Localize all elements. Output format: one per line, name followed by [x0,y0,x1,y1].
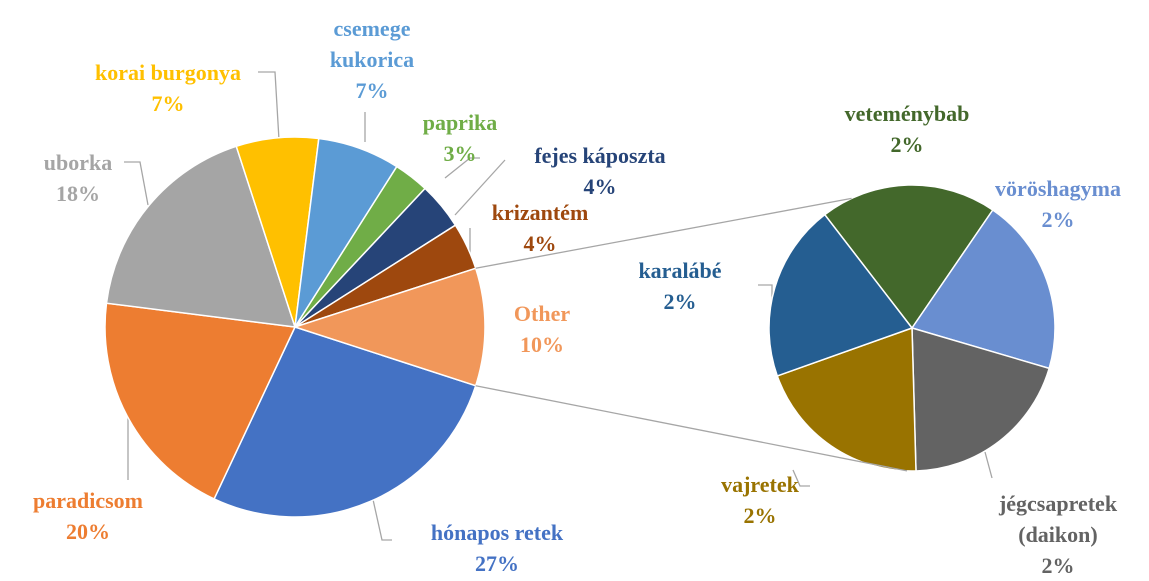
label-name: fejes káposzta [534,142,666,168]
label-value: 7% [151,90,185,116]
label-name: veteménybab [844,100,970,126]
label-name: korai burgonya [94,59,242,85]
label-name: jégcsapretek (daikon) [998,490,1118,547]
leader-line [758,284,773,300]
data-label: veteménybab 2% [845,98,970,160]
leader-line [124,161,149,206]
label-value: 2% [1041,552,1075,578]
label-name: uborka [43,149,113,175]
label-value: 10% [519,331,564,357]
data-label: vajretek 2% [721,469,799,531]
connector-line [475,385,908,472]
label-value: 3% [443,140,477,166]
label-value: 18% [55,180,100,206]
data-label: paradicsom 20% [33,485,143,547]
label-name: paradicsom [33,487,143,513]
data-label: korai burgonya 7% [95,57,241,119]
pie-slice [213,326,477,518]
data-label: karalábé 2% [638,255,721,317]
leader-line [258,71,280,141]
label-name: Other [513,300,571,326]
pie-slice [768,213,914,377]
data-label: vöröshagyma 2% [995,173,1121,235]
leader-lines [124,71,993,541]
data-label: csemege kukorica 7% [307,13,437,106]
label-value: 2% [1041,206,1075,232]
label-name: vöröshagyma [995,175,1121,201]
data-label: uborka 18% [44,147,112,209]
label-value: 4% [583,173,617,199]
label-name: karalábé [638,257,722,283]
leader-line [984,451,993,479]
leader-line [454,159,506,216]
label-name: hónapos retek [430,519,564,545]
label-name: krizantém [491,199,589,225]
pie-slice [292,267,486,387]
label-name: paprika [422,109,498,135]
label-value: 2% [743,502,777,528]
leader-line [792,469,810,487]
leader-line [371,494,392,541]
data-label: Other 10% [514,298,570,360]
pie-slice [910,208,1056,370]
label-value: 27% [474,550,519,576]
leader-line [444,157,480,179]
data-label: hónapos retek 27% [431,517,563,579]
connector-line [475,197,852,269]
label-name: vajretek [721,471,799,497]
pie-slice [823,184,994,330]
data-label: fejes káposzta 4% [534,140,665,202]
pie-slice [105,145,297,328]
data-label: krizantém 4% [492,197,589,259]
pie-slice [911,326,1051,472]
data-label: paprika 3% [423,107,498,169]
data-label: jégcsapretek (daikon) 2% [993,488,1123,581]
label-value: 7% [355,77,389,103]
label-name: csemege kukorica [329,15,415,72]
label-value: 20% [66,518,110,544]
label-value: 4% [523,230,557,256]
pie-slice [104,302,297,500]
label-value: 2% [663,288,697,314]
label-value: 2% [890,131,924,157]
